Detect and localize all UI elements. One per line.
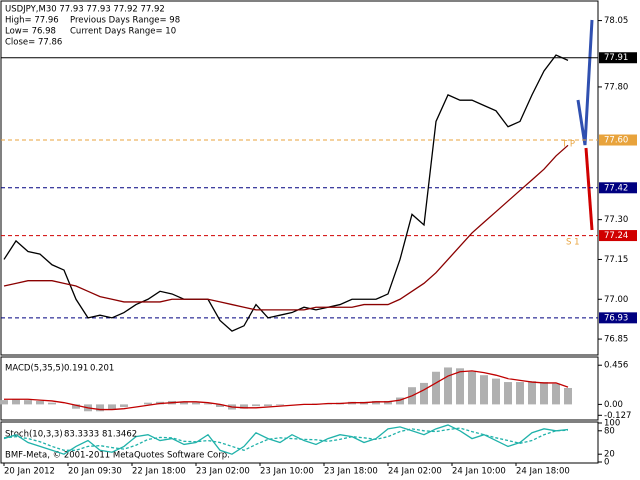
histogram-bar <box>468 371 476 405</box>
histogram-bar <box>24 400 32 405</box>
level-label: 76.93 <box>604 313 628 323</box>
y-tick-label: 100 <box>604 419 620 429</box>
histogram-bar <box>492 378 500 405</box>
level-label-bg <box>599 182 637 194</box>
histogram-bar <box>456 368 464 405</box>
histogram-bar <box>552 383 560 405</box>
indicator-value: 0.201 <box>90 364 114 374</box>
y-tick-label: -0.127 <box>604 411 631 421</box>
level-label-bg <box>599 230 637 242</box>
indicator-title: MACD(5,35,5) <box>5 364 64 374</box>
info: Low= 76.98 <box>5 27 56 37</box>
level-label: 77.91 <box>604 53 628 63</box>
y-tick-label: 77.00 <box>604 295 628 305</box>
x-tick-label: 24 Jan 10:00 <box>452 467 506 477</box>
stoch-panel <box>0 421 599 464</box>
histogram-bar <box>180 401 188 405</box>
y-tick-label: 77.80 <box>604 82 628 92</box>
info: High= 77.96 <box>5 16 59 26</box>
histogram-bar <box>72 404 80 409</box>
chart-title: USDJPY,M30 77.93 77.93 77.92 77.92 <box>5 5 165 15</box>
x-tick-label: 24 Jan 02:00 <box>388 467 442 477</box>
histogram-bar <box>120 404 128 407</box>
y-tick-label: 0.00 <box>604 400 623 410</box>
x-tick-label: 23 Jan 18:00 <box>324 467 378 477</box>
histogram-bar <box>528 381 536 405</box>
histogram-bar <box>36 400 44 405</box>
macd-panel <box>0 356 599 421</box>
histogram-bar <box>264 404 272 407</box>
price-line <box>3 54 569 332</box>
y-tick-label: 77.30 <box>604 215 628 225</box>
y-tick-label: 76.85 <box>604 335 628 345</box>
histogram-bar <box>108 404 116 410</box>
level-label-bg <box>599 52 637 64</box>
indicator-value: 81.3462 <box>102 430 137 440</box>
indicator-line <box>3 427 569 451</box>
level-label: 77.42 <box>604 183 628 193</box>
level-label-bg <box>599 312 637 324</box>
indicator-line <box>3 144 569 311</box>
annotation: T P <box>561 140 575 150</box>
info: Previous Days Range= 98 <box>70 16 180 26</box>
indicator-value: 0.191 <box>64 364 88 374</box>
y-tick-label: 20 <box>604 450 615 460</box>
indicator-value: 83.3333 <box>64 430 99 440</box>
histogram-bar <box>144 402 152 405</box>
info: Close= 77.86 <box>5 38 62 48</box>
histogram-bar <box>12 399 20 405</box>
signal-line <box>4 370 569 411</box>
histogram-bar <box>276 404 284 406</box>
histogram-bar <box>564 387 572 405</box>
y-tick-label: 80 <box>604 426 615 436</box>
level-label: 77.24 <box>604 231 628 241</box>
x-tick-label: 23 Jan 02:00 <box>196 467 250 477</box>
histogram-bar <box>516 382 524 405</box>
histogram-bar <box>480 375 488 405</box>
indicator-title: Stoch(10,3,3) <box>5 430 63 440</box>
footer: BMF-Meta, © 2001-2011 MetaQuotes Softwar… <box>5 451 230 461</box>
histogram-bar <box>216 404 224 407</box>
x-tick-label: 20 Jan 2012 <box>4 467 55 477</box>
x-tick-label: 23 Jan 10:00 <box>260 467 314 477</box>
x-tick-label: 20 Jan 09:30 <box>68 467 122 477</box>
histogram-bar <box>444 367 452 405</box>
histogram-bar <box>240 404 248 409</box>
histogram-bar <box>96 404 104 412</box>
level-label-bg <box>599 134 637 146</box>
y-tick-label: 78.05 <box>604 16 628 26</box>
histogram-bar <box>48 402 56 405</box>
histogram-bar <box>540 382 548 405</box>
arrow <box>584 147 594 231</box>
level-label: 77.60 <box>604 136 628 146</box>
histogram-bar <box>192 402 200 405</box>
y-tick-label: 77.15 <box>604 255 628 265</box>
histogram-bar <box>252 404 260 407</box>
arrow <box>576 19 594 146</box>
histogram-bar <box>504 382 512 405</box>
histogram-bar <box>432 371 440 405</box>
histogram-bar <box>396 397 404 405</box>
histogram-bar <box>420 382 428 405</box>
histogram-bar <box>384 400 392 405</box>
histogram-bar <box>372 400 380 405</box>
info: Current Days Range= 10 <box>70 27 176 37</box>
annotation: S 1 <box>566 238 580 248</box>
histogram-bar <box>204 403 212 405</box>
x-tick-label: 24 Jan 18:00 <box>516 467 570 477</box>
y-tick-label: 0 <box>604 458 609 468</box>
main-panel <box>0 0 599 356</box>
x-tick-label: 22 Jan 18:00 <box>132 467 186 477</box>
y-tick-label: 0.456 <box>604 361 628 371</box>
histogram-bar <box>0 400 8 405</box>
